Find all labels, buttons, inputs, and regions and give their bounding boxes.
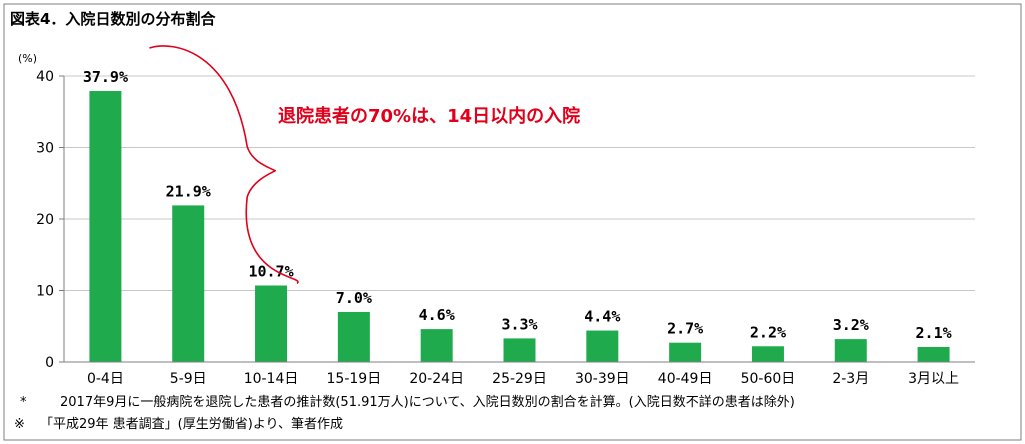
data-label: 37.9% (83, 68, 128, 86)
note-1-text: 2017年9月に一般病院を退院した患者の推計数(51.91万人)について、入院日… (60, 394, 795, 410)
category-label: 2-3月 (832, 371, 869, 387)
bar (89, 91, 122, 362)
bar (420, 329, 453, 362)
y-axis-unit: (%) (18, 52, 37, 65)
category-label: 0-4日 (87, 371, 124, 387)
bar (917, 346, 950, 362)
bar (834, 339, 867, 362)
x-axis-categories: 0-4日 5-9日 10-14日 15-19日 20-24日 25-29日 30-39日 40… (87, 371, 959, 387)
bar (503, 338, 536, 362)
data-label: 3.2% (833, 316, 869, 334)
data-labels: 37.9% 21.9% 10.7% 7.0% 4.6% 3.3% 4.4% 2.7% 2.2% 3… (83, 68, 952, 342)
category-label: 40-49日 (658, 371, 713, 387)
bars (89, 91, 950, 362)
data-label: 21.9% (166, 182, 211, 200)
bar (172, 205, 205, 362)
bar (751, 346, 784, 362)
y-axis-ticks: 0 10 20 30 40 (36, 69, 64, 371)
y-tick-label: 40 (36, 69, 54, 85)
note-2-mark: ※ (14, 417, 25, 432)
data-label: 4.4% (584, 308, 620, 326)
category-label: 15-19日 (327, 371, 382, 387)
annotation-text: 退院患者の70%は、14日以内の入院 (278, 105, 580, 127)
chart-title: 図表4．入院日数別の分布割合 (10, 10, 216, 28)
gridlines (64, 75, 975, 291)
note-2-text: 「平成29年 患者調査」(厚生労働省)より、筆者作成 (40, 417, 343, 432)
figure-border (3, 3, 1022, 441)
category-label: 10-14日 (244, 371, 299, 387)
data-label: 10.7% (248, 262, 293, 280)
bar (586, 330, 619, 362)
data-label: 2.2% (750, 323, 786, 341)
data-label: 7.0% (336, 289, 372, 307)
category-label: 20-24日 (409, 371, 464, 387)
bar (255, 285, 288, 362)
y-tick-label: 20 (36, 212, 54, 228)
category-label: 50-60日 (741, 371, 796, 387)
y-tick-label: 10 (36, 284, 54, 300)
annotation-brace (149, 45, 299, 285)
data-label: 3.3% (501, 315, 537, 333)
note-1-mark: * (20, 395, 27, 410)
data-label: 2.1% (916, 324, 952, 342)
y-tick-label: 30 (36, 141, 54, 157)
y-tick-label: 0 (45, 355, 54, 371)
category-label: 3月以上 (908, 371, 959, 387)
data-label: 2.7% (667, 320, 703, 338)
bar (337, 311, 370, 362)
data-label: 4.6% (419, 306, 455, 324)
bar (669, 342, 702, 362)
category-label: 5-9日 (170, 371, 207, 387)
category-label: 30-39日 (575, 371, 630, 387)
category-label: 25-29日 (492, 371, 547, 387)
